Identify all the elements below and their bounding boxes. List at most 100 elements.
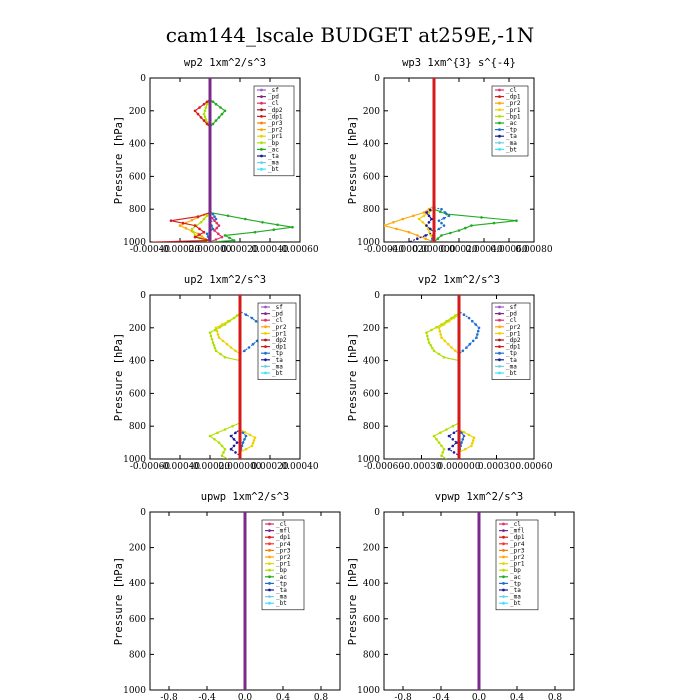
series-point-dp1 bbox=[238, 424, 242, 428]
series-group bbox=[243, 512, 247, 690]
series-point-tp bbox=[442, 216, 446, 220]
series-point-mfl bbox=[243, 610, 247, 613]
series-point-dp1 bbox=[432, 162, 436, 165]
legend-label: _pd bbox=[506, 311, 517, 318]
panel-title: up2 1xm^2/s^3 bbox=[184, 274, 266, 286]
series-point-pd bbox=[208, 102, 212, 106]
legend-marker bbox=[260, 134, 263, 138]
series-point-dp1 bbox=[432, 194, 436, 198]
series-point-mfl bbox=[243, 539, 247, 542]
series-point-pr1 bbox=[225, 342, 229, 346]
series-point-bp bbox=[429, 344, 433, 347]
y-tick-label: 600 bbox=[363, 172, 380, 182]
legend-marker bbox=[264, 345, 267, 348]
series-point-bp bbox=[437, 352, 441, 356]
y-tick-label: 1000 bbox=[123, 455, 146, 465]
legend-label: _pr3 bbox=[268, 120, 283, 127]
series-point-tp bbox=[476, 329, 480, 333]
series-point-dp1 bbox=[238, 300, 242, 303]
legend-label: _dp1 bbox=[272, 344, 287, 351]
series-point-tp bbox=[465, 346, 468, 349]
series-point-bp bbox=[450, 316, 453, 320]
series-point-ta bbox=[232, 444, 236, 448]
legend-label: _dp2 bbox=[268, 107, 283, 114]
series-point-tp bbox=[440, 221, 443, 225]
y-tick-label: 600 bbox=[129, 389, 146, 399]
series-point-dp1 bbox=[457, 326, 461, 330]
series-point-mfl bbox=[477, 610, 481, 613]
legend-label: _dp1 bbox=[268, 113, 283, 120]
series-point-mfl bbox=[477, 596, 481, 599]
series-point-bp bbox=[435, 438, 438, 441]
series-point-tp bbox=[243, 349, 246, 353]
series-point-mfl bbox=[477, 631, 481, 635]
series-point-pd bbox=[208, 142, 212, 145]
legend-label: _pr1 bbox=[276, 561, 291, 568]
series-point-pd bbox=[208, 96, 212, 99]
series-point-mfl bbox=[243, 653, 247, 656]
series-point-cl bbox=[215, 226, 219, 230]
series-point-mfl bbox=[243, 617, 247, 621]
series-point-tp bbox=[243, 438, 246, 441]
legend-marker bbox=[498, 108, 501, 112]
series-point-ac bbox=[440, 234, 443, 237]
legend-label: _ma bbox=[506, 140, 517, 147]
legend-label: _cl bbox=[510, 521, 521, 528]
series-point-bp bbox=[445, 428, 448, 431]
series-point-bp bbox=[209, 334, 213, 338]
series-point-pd bbox=[208, 214, 212, 218]
series-point-bp bbox=[223, 356, 227, 359]
series-point-pd bbox=[208, 207, 212, 211]
legend-marker bbox=[502, 522, 505, 526]
series-point-pd bbox=[208, 194, 212, 198]
series-point-tp bbox=[437, 227, 441, 231]
series-point-pr1 bbox=[426, 227, 430, 231]
series-point-dp1 bbox=[457, 300, 461, 303]
chart-panel-4: vp2 1xm^2/s^3 Pressure [hPa] 0 200 400 600 800… bbox=[347, 274, 553, 472]
x-tick-label: 0.00040 bbox=[251, 245, 288, 255]
legend-label: _mfl bbox=[276, 528, 291, 535]
series-point-ac bbox=[436, 237, 440, 240]
series-point-tp bbox=[211, 212, 215, 216]
series-point-bp bbox=[437, 441, 441, 444]
series-point-dp1 bbox=[238, 405, 242, 408]
series-point-pr1 bbox=[243, 430, 247, 434]
x-tick-label: -0.00020 bbox=[389, 245, 430, 255]
legend-label: _tp bbox=[510, 580, 521, 587]
chart-panel-3: up2 1xm^2/s^3 Pressure [hPa] 0 200 400 600 800… bbox=[113, 274, 319, 472]
series-point-pr2 bbox=[424, 237, 428, 240]
series-point-pr1 bbox=[229, 346, 233, 349]
series-point-ta bbox=[447, 447, 451, 451]
series-point-bp bbox=[202, 217, 206, 221]
series-point-pr1 bbox=[437, 326, 441, 330]
series-point-tp bbox=[471, 339, 475, 343]
series-point-bp bbox=[192, 230, 195, 234]
series-point-dp1 bbox=[432, 201, 436, 204]
series-point-ac bbox=[226, 214, 230, 218]
series-point-pd bbox=[208, 109, 212, 113]
series-point-dp1 bbox=[238, 379, 242, 382]
series-point-ac bbox=[214, 119, 218, 122]
legend-marker bbox=[260, 128, 263, 132]
series-point-cl bbox=[213, 219, 216, 222]
series-point-dp1 bbox=[238, 313, 242, 317]
series-point-dp1 bbox=[457, 379, 461, 382]
legend-marker bbox=[268, 588, 271, 592]
series-point-mfl bbox=[243, 596, 247, 599]
series-point-mfl bbox=[477, 574, 481, 578]
series-point-dp1 bbox=[457, 411, 461, 415]
legend-marker bbox=[268, 562, 271, 565]
legend-label: _ta bbox=[272, 357, 283, 364]
series-point-dp1 bbox=[432, 102, 436, 106]
series-point-ac bbox=[457, 229, 461, 232]
series-point-bp bbox=[213, 346, 217, 350]
series-point-ac bbox=[439, 210, 442, 213]
series-point-bp bbox=[203, 109, 207, 113]
series-point-pd bbox=[208, 181, 212, 185]
x-tick-label: 0.00040 bbox=[465, 245, 502, 255]
series-point-dp1 bbox=[198, 227, 201, 231]
legend-label: _pr4 bbox=[276, 541, 291, 548]
series-point-bp bbox=[451, 424, 455, 428]
series-point-mfl bbox=[243, 631, 247, 635]
